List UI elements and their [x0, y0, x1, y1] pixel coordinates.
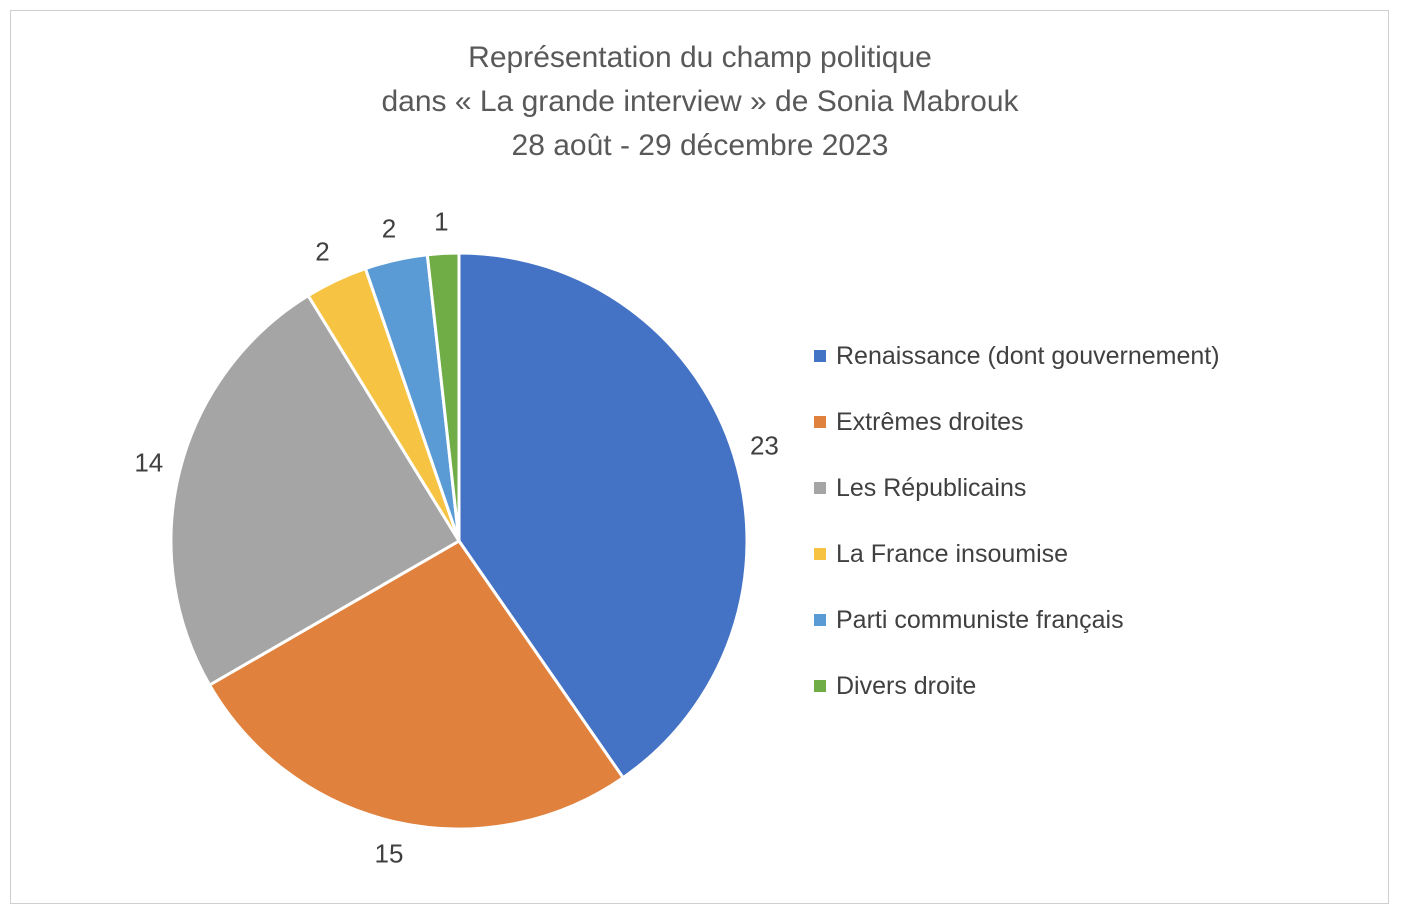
legend-item-3: Les Républicains — [814, 455, 1220, 521]
pie-slice-1 — [457, 251, 749, 780]
legend-swatch-5 — [814, 614, 826, 626]
legend-item-1: Renaissance (dont gouvernement) — [814, 323, 1220, 389]
legend-swatch-2 — [814, 416, 826, 428]
legend-swatch-1 — [814, 350, 826, 362]
chart-legend: Renaissance (dont gouvernement) Extrêmes … — [814, 323, 1220, 719]
data-label-2: 15 — [375, 838, 404, 868]
legend-label-5: Parti communiste français — [836, 605, 1124, 634]
legend-label-4: La France insoumise — [836, 539, 1069, 568]
data-label-3: 14 — [134, 447, 163, 477]
data-label-4: 2 — [315, 237, 329, 267]
legend-item-2: Extrêmes droites — [814, 389, 1220, 455]
pie-slice-6 — [425, 251, 461, 543]
legend-label-6: Divers droite — [836, 671, 977, 700]
legend-label-3: Les Républicains — [836, 473, 1027, 502]
legend-label-1: Renaissance (dont gouvernement) — [836, 341, 1220, 370]
legend-swatch-3 — [814, 482, 826, 494]
chart-title-line-2: dans « La grande interview » de Sonia Ma… — [381, 85, 1019, 118]
pie-slice-3 — [169, 294, 461, 687]
chart-title: Représentation du champ politique dans «… — [0, 36, 1400, 168]
legend-item-5: Parti communiste français — [814, 587, 1220, 653]
legend-label-2: Extrêmes droites — [836, 407, 1024, 436]
legend-swatch-6 — [814, 680, 826, 692]
chart-title-line-3: 28 août - 29 décembre 2023 — [511, 129, 889, 162]
data-label-5: 2 — [382, 214, 396, 244]
legend-item-4: La France insoumise — [814, 521, 1220, 587]
chart-title-line-1: Représentation du champ politique — [468, 41, 932, 74]
legend-item-6: Divers droite — [814, 653, 1220, 719]
legend-swatch-4 — [814, 548, 826, 560]
pie-slice-2 — [208, 539, 625, 831]
data-label-1: 23 — [750, 430, 779, 460]
data-label-6: 1 — [434, 206, 448, 236]
